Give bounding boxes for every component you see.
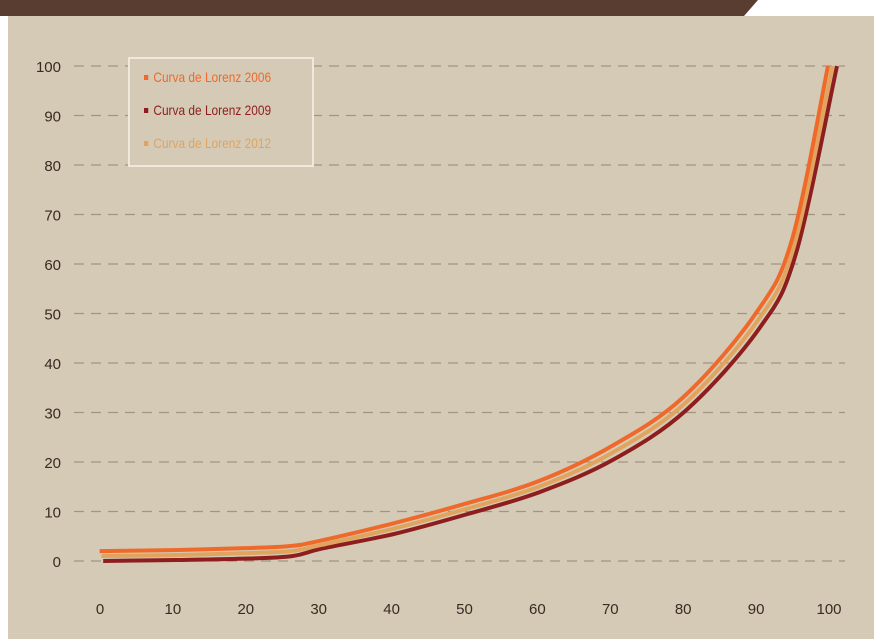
x-tick-label: 0 xyxy=(96,601,104,618)
series-line-curva-de-lorenz-2006 xyxy=(99,65,830,554)
legend-swatch-2006 xyxy=(144,74,149,80)
legend-item-2006: Curva de Lorenz 2006 xyxy=(144,69,271,85)
y-tick-label: 50 xyxy=(44,307,61,324)
legend-swatch-2009 xyxy=(144,107,149,113)
x-tick-label: 20 xyxy=(237,601,254,618)
x-tick-label: 30 xyxy=(310,601,327,618)
x-tick-label: 100 xyxy=(816,601,841,618)
series-line-curva-de-lorenz-2009 xyxy=(103,65,839,563)
x-axis-ticks: 0 10 20 30 40 50 60 70 80 90 100 xyxy=(96,601,842,618)
y-tick-label: 60 xyxy=(44,257,61,274)
legend-label-2006: Curva de Lorenz 2006 xyxy=(153,69,272,85)
chart-legend: Curva de Lorenz 2006 Curva de Lorenz 200… xyxy=(128,57,314,167)
legend-label-2009: Curva de Lorenz 2009 xyxy=(153,102,272,118)
x-tick-label: 40 xyxy=(383,601,400,618)
series-lines xyxy=(99,65,839,563)
legend-item-2012: Curva de Lorenz 2012 xyxy=(144,135,271,151)
series-line-curva-de-lorenz-2012 xyxy=(101,65,835,558)
x-tick-label: 60 xyxy=(529,601,546,618)
legend-label-2012: Curva de Lorenz 2012 xyxy=(153,135,272,151)
y-tick-label: 40 xyxy=(44,356,61,373)
y-tick-label: 30 xyxy=(44,406,61,423)
y-axis-ticks: 0 10 20 30 40 50 60 70 80 90 100 xyxy=(36,59,61,571)
x-tick-label: 10 xyxy=(165,601,182,618)
header-bar xyxy=(0,0,744,16)
y-tick-label: 80 xyxy=(44,158,61,175)
x-tick-label: 80 xyxy=(675,601,692,618)
y-tick-label: 90 xyxy=(44,109,61,126)
y-tick-label: 0 xyxy=(53,554,61,571)
legend-item-2009: Curva de Lorenz 2009 xyxy=(144,102,271,118)
x-tick-label: 70 xyxy=(602,601,619,618)
x-tick-label: 50 xyxy=(456,601,473,618)
y-tick-label: 70 xyxy=(44,208,61,225)
x-tick-label: 90 xyxy=(748,601,765,618)
legend-swatch-2012 xyxy=(144,140,149,146)
y-tick-label: 100 xyxy=(36,59,61,76)
header-notch xyxy=(744,0,758,16)
y-tick-label: 10 xyxy=(44,505,61,522)
y-tick-label: 20 xyxy=(44,455,61,472)
